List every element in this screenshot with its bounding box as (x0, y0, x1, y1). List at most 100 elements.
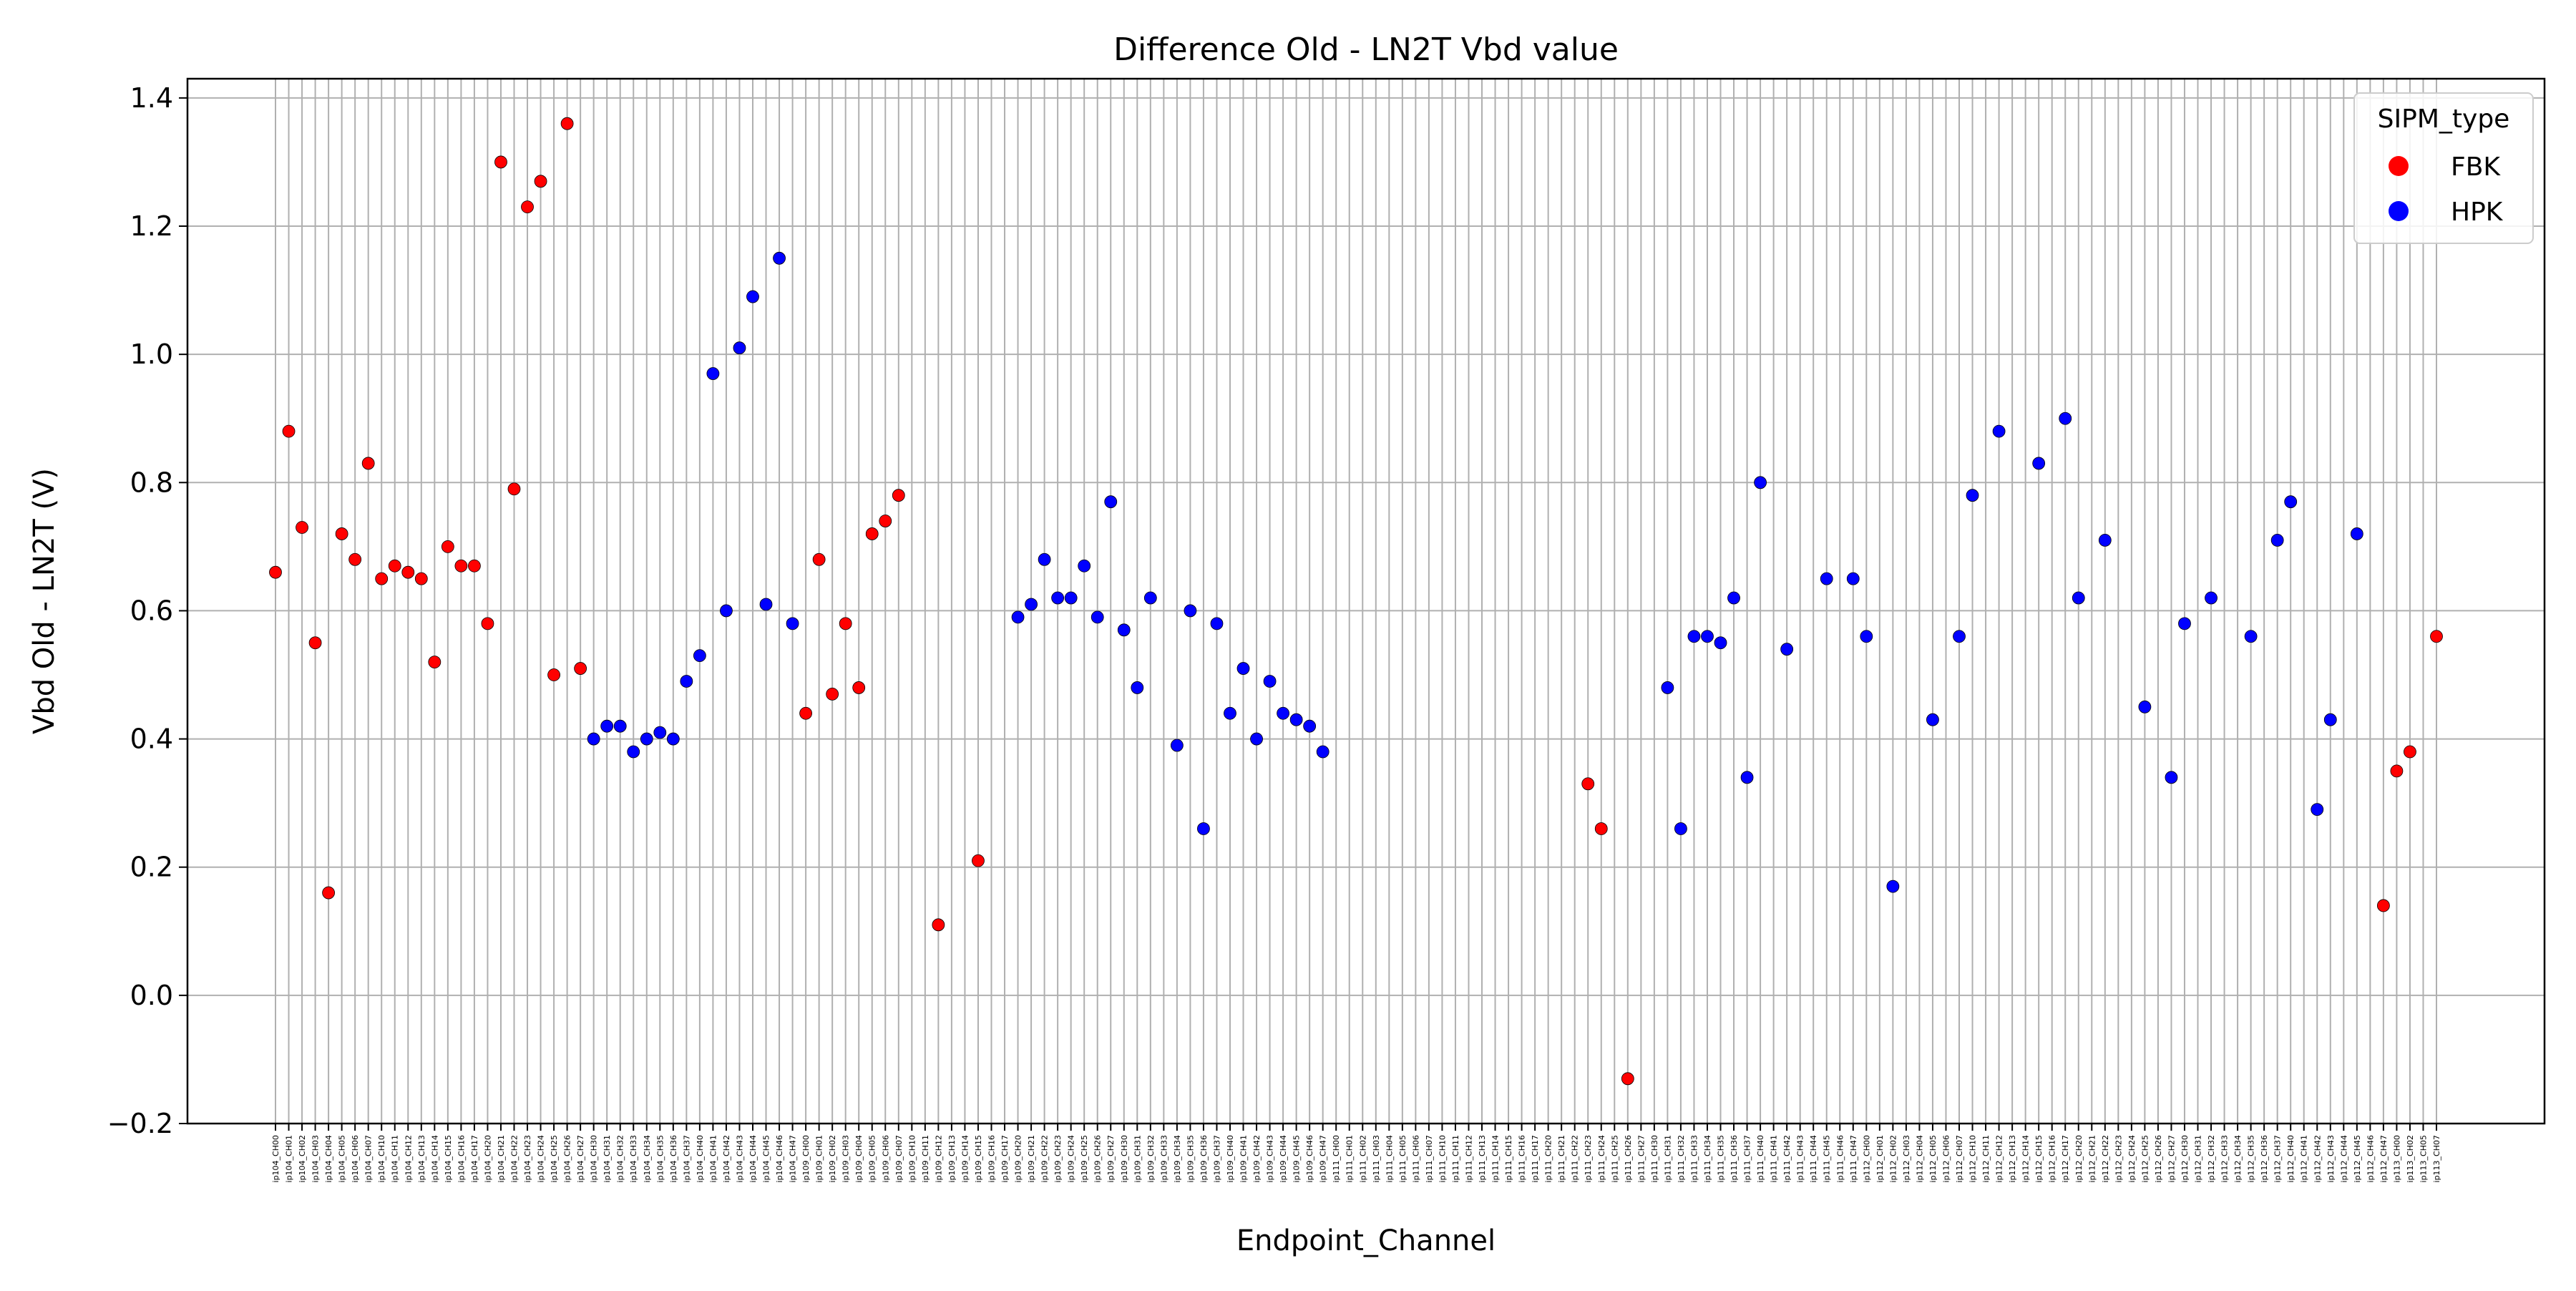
x-tick-label: ip104_CH47 (789, 1135, 798, 1182)
x-tick-label: ip104_CH25 (550, 1135, 559, 1182)
x-tick-label: ip111_CH25 (1610, 1135, 1619, 1182)
x-tick-label: ip111_CH35 (1717, 1135, 1726, 1182)
data-point-fbk (826, 687, 839, 701)
x-tick-label: ip104_CH40 (696, 1135, 705, 1182)
x-tick-label: ip109_CH11 (921, 1135, 930, 1182)
data-point-hpk (1011, 610, 1025, 624)
x-tick-label: ip109_CH04 (854, 1135, 864, 1182)
x-tick-label: ip104_CH10 (377, 1135, 386, 1182)
data-point-fbk (454, 559, 468, 573)
data-point-hpk (1780, 643, 1794, 656)
data-point-hpk (773, 251, 786, 265)
x-tick-label: ip109_CH12 (934, 1135, 943, 1182)
x-tick-label: ip111_CH43 (1796, 1135, 1805, 1182)
data-point-fbk (308, 636, 322, 650)
x-tick-label: ip104_CH17 (470, 1135, 479, 1182)
x-tick-label: ip112_CH34 (2233, 1135, 2243, 1182)
x-tick-label: ip109_CH26 (1093, 1135, 1103, 1182)
x-tick-label: ip111_CH03 (1372, 1135, 1381, 1182)
data-point-hpk (2311, 803, 2324, 817)
data-point-hpk (786, 617, 799, 630)
x-tick-label: ip104_CH03 (311, 1135, 321, 1182)
x-tick-label: ip104_CH32 (616, 1135, 625, 1182)
x-tick-label: ip112_CH05 (1928, 1135, 1938, 1182)
x-tick-label: ip112_CH22 (2101, 1135, 2110, 1182)
x-tick-label: ip113_CH00 (2392, 1135, 2401, 1182)
x-tick-label: ip104_CH04 (324, 1135, 333, 1182)
data-point-hpk (1674, 822, 1687, 835)
x-tick-label: ip104_CH00 (271, 1135, 280, 1182)
data-point-fbk (481, 617, 494, 630)
data-point-hpk (1078, 559, 1091, 573)
plot-frame (186, 77, 2546, 1125)
data-point-hpk (1714, 636, 1727, 650)
data-point-fbk (414, 572, 428, 585)
y-tick-label: 0.4 (130, 724, 173, 755)
x-tick-label: ip112_CH43 (2326, 1135, 2336, 1182)
y-tick-label: 1.4 (130, 82, 173, 114)
x-tick-label: ip109_CH24 (1067, 1135, 1076, 1182)
x-tick-label: ip104_CH14 (430, 1135, 439, 1182)
x-tick-label: ip111_CH26 (1624, 1135, 1633, 1182)
x-tick-label: ip104_CH11 (391, 1135, 400, 1182)
y-axis-label: Vbd Old - LN2T (V) (28, 468, 61, 734)
x-tick-label: ip104_CH27 (576, 1135, 585, 1182)
x-tick-label: ip113_CH05 (2419, 1135, 2428, 1182)
x-tick-label: ip112_CH45 (2353, 1135, 2362, 1182)
x-tick-label: ip109_CH41 (1239, 1135, 1249, 1182)
data-point-hpk (1091, 610, 1104, 624)
data-point-fbk (839, 617, 852, 630)
data-point-hpk (2244, 630, 2258, 643)
x-tick-label: ip111_CH24 (1597, 1135, 1606, 1182)
x-tick-label: ip111_CH16 (1518, 1135, 1527, 1182)
x-tick-label: ip109_CH27 (1106, 1135, 1116, 1182)
x-tick-label: ip109_CH43 (1266, 1135, 1275, 1182)
data-point-fbk (401, 565, 415, 579)
data-point-fbk (560, 117, 574, 130)
data-point-hpk (653, 726, 667, 739)
x-tick-label: ip104_CH31 (602, 1135, 612, 1182)
x-tick-label: ip111_CH22 (1571, 1135, 1580, 1182)
data-point-hpk (1992, 424, 2006, 438)
data-point-hpk (1701, 630, 1714, 643)
data-point-fbk (388, 559, 401, 573)
data-point-hpk (1303, 719, 1317, 733)
data-point-hpk (587, 732, 600, 746)
data-point-hpk (613, 719, 627, 733)
data-point-hpk (640, 732, 653, 746)
data-point-fbk (2430, 630, 2443, 643)
x-tick-label: ip111_CH27 (1636, 1135, 1646, 1182)
data-point-fbk (1581, 777, 1595, 791)
data-point-hpk (1886, 880, 1900, 893)
data-point-fbk (296, 521, 308, 534)
data-point-hpk (2323, 713, 2337, 726)
data-point-hpk (666, 732, 680, 746)
x-tick-label: ip109_CH06 (881, 1135, 890, 1182)
x-tick-label: ip109_CH34 (1173, 1135, 1182, 1182)
x-tick-label: ip111_CH46 (1835, 1135, 1845, 1182)
x-tick-label: ip112_CH13 (2008, 1135, 2017, 1182)
x-tick-label: ip111_CH01 (1345, 1135, 1355, 1182)
data-point-fbk (361, 457, 375, 470)
x-tick-label: ip104_CH44 (748, 1135, 758, 1182)
x-tick-label: ip112_CH30 (2180, 1135, 2190, 1182)
legend-label-hpk: HPK (2451, 198, 2504, 227)
data-point-hpk (1740, 771, 1754, 784)
data-point-hpk (2059, 411, 2072, 425)
x-tick-label: ip111_CH44 (1809, 1135, 1818, 1182)
x-tick-label: ip104_CH41 (708, 1135, 718, 1182)
x-tick-label: ip112_CH24 (2127, 1135, 2137, 1182)
x-tick-label: ip109_CH14 (960, 1135, 970, 1182)
x-tick-label: ip109_CH21 (1027, 1135, 1036, 1182)
data-point-hpk (1727, 591, 1740, 605)
data-point-fbk (468, 559, 481, 573)
data-point-hpk (1661, 681, 1674, 694)
data-point-hpk (1687, 630, 1701, 643)
y-tick-label: 0.8 (130, 467, 173, 498)
x-tick-label: ip104_CH06 (351, 1135, 360, 1182)
x-tick-label: ip109_CH45 (1292, 1135, 1302, 1182)
x-tick-label: ip104_CH12 (404, 1135, 413, 1182)
x-tick-label: ip111_CH20 (1544, 1135, 1553, 1182)
x-tick-label: ip112_CH10 (1968, 1135, 1978, 1182)
